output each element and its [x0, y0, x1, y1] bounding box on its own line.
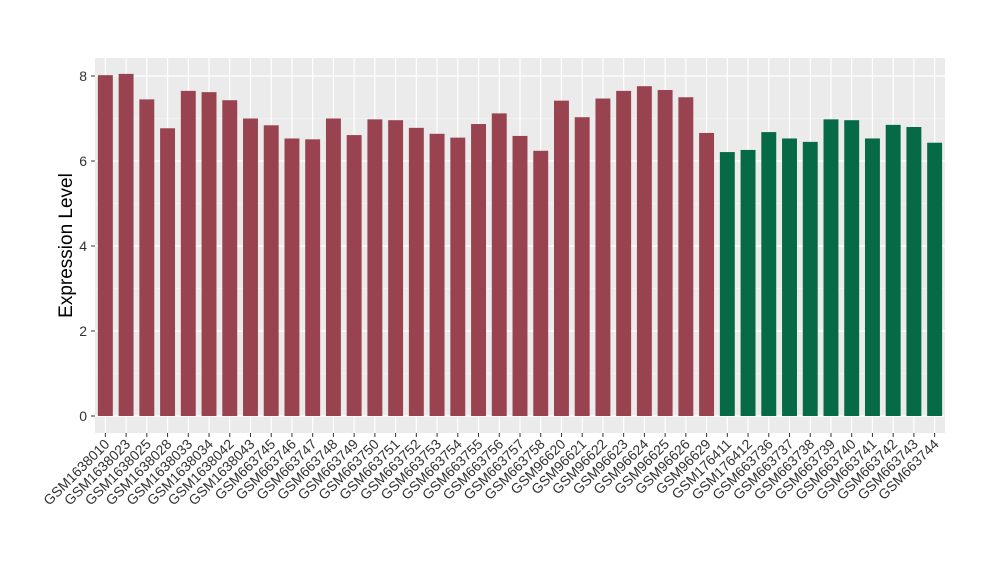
bar-GSM96623 — [616, 90, 632, 416]
y-tick-label: 8 — [79, 68, 87, 84]
bar-GSM1638010 — [97, 75, 113, 417]
bar-GSM663738 — [802, 141, 818, 416]
bar-GSM663744 — [927, 142, 943, 416]
bar-GSM663745 — [263, 125, 279, 417]
bar-GSM663741 — [864, 138, 880, 416]
bar-GSM1638023 — [118, 73, 134, 416]
bar-GSM663750 — [367, 119, 383, 416]
bar-GSM663746 — [284, 138, 300, 416]
bar-GSM1638043 — [243, 118, 258, 416]
bar-GSM663758 — [533, 150, 549, 417]
y-tick-label: 4 — [79, 238, 87, 254]
bar-GSM663753 — [429, 133, 445, 417]
y-axis-title: Expression Level — [56, 173, 77, 318]
bar-GSM96626 — [678, 97, 694, 416]
bar-GSM663747 — [305, 139, 321, 416]
bar-GSM663752 — [408, 127, 424, 416]
y-tick-label: 6 — [79, 153, 87, 169]
bar-GSM1638033 — [180, 90, 196, 416]
bar-GSM663748 — [325, 118, 341, 416]
bar-GSM96622 — [595, 98, 611, 417]
bar-GSM663755 — [471, 124, 486, 417]
bar-GSM96620 — [554, 100, 569, 417]
bar-GSM96624 — [636, 86, 652, 416]
bar-GSM663754 — [450, 137, 466, 416]
bar-GSM96629 — [699, 132, 715, 416]
bar-GSM96621 — [574, 117, 590, 416]
bar-GSM1638025 — [139, 99, 155, 416]
bar-GSM1638028 — [160, 128, 176, 416]
bar-GSM663751 — [388, 120, 404, 416]
y-tick-label: 2 — [79, 323, 87, 339]
bar-GSM663743 — [906, 127, 922, 416]
bar-GSM663757 — [512, 135, 528, 417]
bar-GSM663756 — [491, 113, 507, 417]
bar-GSM1638042 — [222, 100, 238, 416]
bar-GSM663740 — [844, 120, 860, 416]
bar-GSM176411 — [719, 152, 735, 416]
bar-GSM663749 — [346, 135, 362, 416]
bar-GSM663737 — [782, 138, 797, 416]
bar-GSM96625 — [657, 90, 673, 417]
y-axis: 0 2 4 6 8 — [79, 68, 95, 424]
bar-GSM176412 — [740, 149, 756, 416]
x-axis: GSM1638010GSM1638023GSM1638025GSM1638028… — [40, 433, 942, 508]
y-tick-label: 0 — [79, 408, 87, 424]
bar-GSM1638034 — [201, 92, 217, 417]
bar-GSM663742 — [885, 124, 901, 416]
bar-GSM663736 — [761, 132, 777, 416]
bars — [97, 73, 943, 417]
bar-GSM663739 — [823, 119, 839, 416]
